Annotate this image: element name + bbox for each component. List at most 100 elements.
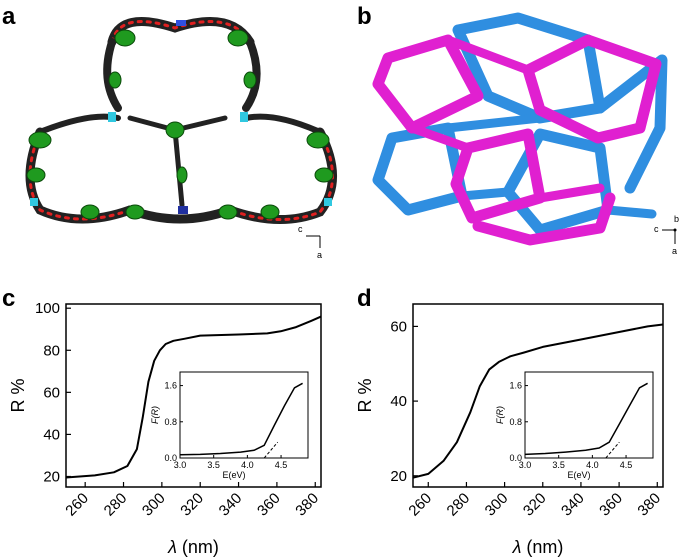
ring-2 bbox=[227, 29, 249, 47]
panel-a-letter: a bbox=[2, 3, 16, 30]
y-axis-title: R % bbox=[355, 378, 375, 412]
inset-plot: 0.0 0.8 1.6 3.0 3.5 4.0 4.5 F(R) E(eV) bbox=[495, 371, 654, 480]
x-tick-label: 300 bbox=[139, 490, 169, 520]
x-tick-label: 260 bbox=[405, 490, 435, 520]
axis-c-label-b: c bbox=[654, 224, 659, 234]
inset-y-tick-label: 1.6 bbox=[509, 381, 522, 391]
inset-y-tick-label: 0.8 bbox=[164, 417, 177, 427]
ring-4 bbox=[243, 71, 257, 89]
x-tick-label: 320 bbox=[520, 490, 550, 520]
inset-frame bbox=[524, 371, 654, 459]
chart-c-plot: 20 40 60 80 100 260 280 300 320 340 360 380 R % λ (nm… bbox=[8, 300, 322, 557]
x-tick-label: 380 bbox=[292, 490, 322, 520]
blue-net bbox=[372, 12, 668, 236]
framework-rings bbox=[25, 17, 337, 224]
ring-12 bbox=[218, 204, 238, 220]
inset-x-tick-label: 3.0 bbox=[174, 460, 187, 470]
node-left bbox=[108, 112, 116, 122]
x-tick-label: 300 bbox=[482, 490, 512, 520]
y-tick-label: 80 bbox=[43, 342, 60, 359]
ring-6 bbox=[306, 131, 330, 149]
magenta-bottom bbox=[472, 192, 616, 246]
ring-10 bbox=[260, 204, 280, 220]
blue-links bbox=[443, 113, 657, 219]
y-tick-label: 60 bbox=[43, 384, 60, 401]
node-bl bbox=[30, 198, 38, 206]
x-axis-unit: (nm) bbox=[521, 537, 563, 557]
axis-b-dot bbox=[673, 228, 677, 232]
inset-x-title: E(eV) bbox=[222, 470, 245, 480]
node-top bbox=[176, 20, 186, 26]
axis-a-label: a bbox=[317, 250, 322, 260]
x-tick-label: 380 bbox=[634, 490, 664, 520]
lower-left-ring-oxygen bbox=[28, 130, 132, 221]
magenta-links bbox=[407, 35, 605, 203]
inset-y-title: F(R) bbox=[495, 406, 505, 424]
inset-y-title: F(R) bbox=[150, 406, 160, 424]
y-axis-title: R % bbox=[8, 378, 28, 412]
inset-x-title: E(eV) bbox=[567, 470, 590, 480]
ring-8 bbox=[314, 167, 334, 183]
inset-x-tick-label: 4.5 bbox=[620, 460, 633, 470]
x-axis-symbol: λ bbox=[512, 537, 522, 557]
inset-x-tick-label: 3.5 bbox=[552, 460, 565, 470]
inset-y-tick-label: 0.8 bbox=[509, 417, 522, 427]
inset-x-tick-label: 3.0 bbox=[519, 460, 532, 470]
panel-d-letter: d bbox=[357, 285, 372, 312]
right-arc bbox=[242, 38, 261, 112]
x-tick-label: 280 bbox=[444, 490, 474, 520]
inset-x-tick-label: 4.0 bbox=[586, 460, 599, 470]
right-link bbox=[243, 113, 323, 135]
magenta-net bbox=[372, 34, 662, 246]
ring-11 bbox=[125, 204, 145, 220]
top-arc-oxygen bbox=[110, 20, 252, 44]
inset-x-tick-label: 4.0 bbox=[241, 460, 254, 470]
inset-tangent-line bbox=[263, 441, 279, 459]
inset-y-tick-label: 0.0 bbox=[164, 453, 177, 463]
x-tick-label: 340 bbox=[216, 490, 246, 520]
inset-y-tick-label: 0.0 bbox=[509, 453, 522, 463]
inset-frame bbox=[179, 371, 309, 459]
node-bottom bbox=[178, 206, 188, 214]
magenta-hex-right bbox=[522, 34, 662, 144]
plot-frame bbox=[412, 303, 664, 488]
axis-b-label-b: b bbox=[674, 214, 679, 224]
panel-c-chart: c 20 40 60 80 100 260 280 300 320 340 360 380 R % λ (… bbox=[2, 285, 322, 557]
y-tick-label: 40 bbox=[43, 426, 60, 443]
magenta-hex-left bbox=[372, 34, 484, 134]
x-axis-symbol: λ bbox=[167, 537, 177, 557]
y-tick-label: 100 bbox=[35, 300, 60, 317]
ring-center bbox=[165, 121, 185, 139]
panel-b-axes: c b a bbox=[654, 214, 679, 256]
lower-right-ring-oxygen bbox=[228, 130, 334, 221]
panel-d-chart: d 20 40 60 260 280 300 320 340 360 380 R % λ (nm) 0.… bbox=[355, 285, 664, 557]
left-link bbox=[37, 113, 121, 135]
node-right bbox=[240, 112, 248, 122]
metal-nodes bbox=[30, 20, 332, 214]
ring-3 bbox=[108, 71, 122, 89]
node-br bbox=[324, 198, 332, 206]
phenyl-rings bbox=[26, 29, 334, 220]
axis-c-label: c bbox=[298, 224, 303, 234]
y-tick-label: 60 bbox=[390, 318, 407, 335]
ring-center-down bbox=[176, 166, 188, 184]
y-tick-label: 20 bbox=[43, 468, 60, 485]
reflectance-line bbox=[65, 315, 322, 479]
inset-x-tick-label: 3.5 bbox=[207, 460, 220, 470]
plot-frame bbox=[65, 303, 322, 488]
x-axis-title: λ (nm) bbox=[512, 537, 564, 557]
inset-tangent-line bbox=[605, 441, 620, 459]
blue-right-edge bbox=[594, 54, 668, 194]
y-tick-label: 20 bbox=[390, 468, 407, 485]
x-tick-label: 280 bbox=[101, 490, 131, 520]
x-tick-label: 260 bbox=[62, 490, 92, 520]
panel-b-letter: b bbox=[357, 3, 372, 30]
y-tick-label: 40 bbox=[390, 393, 407, 410]
left-arc bbox=[103, 38, 122, 112]
x-tick-label: 340 bbox=[558, 490, 588, 520]
magenta-hex-center bbox=[450, 128, 546, 224]
reflectance-line bbox=[412, 323, 664, 479]
panel-b-topology: b c b a bbox=[357, 3, 679, 256]
